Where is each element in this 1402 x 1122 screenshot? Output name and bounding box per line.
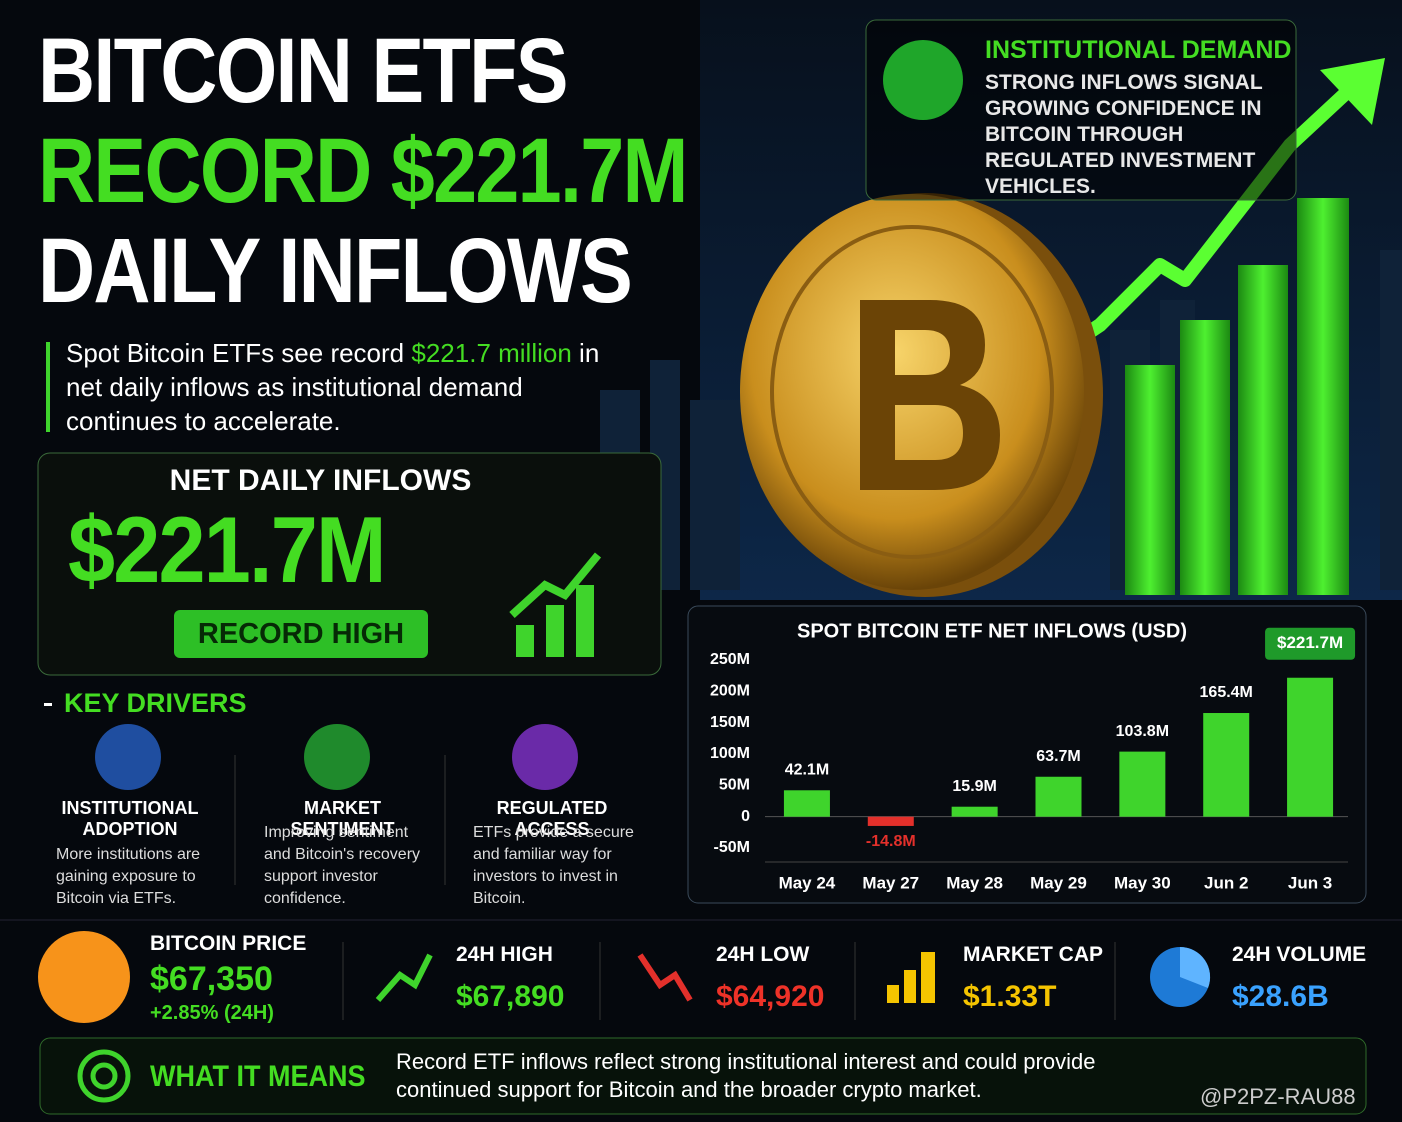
y-tick-label: 100M: [710, 745, 750, 762]
meaning-box: [39, 1037, 1367, 1115]
value-label: -14.8M: [866, 833, 916, 850]
low-icon: [637, 953, 693, 1002]
high-icon: [375, 953, 433, 1002]
y-tick-label: 50M: [719, 777, 750, 794]
bar: [1287, 677, 1334, 817]
value-label: 42.1M: [785, 762, 829, 779]
watermark: @P2PZ-RAU88: [1200, 1084, 1356, 1109]
drivers-dash: [44, 703, 52, 706]
stat-label: 24H LOW: [716, 943, 810, 966]
institutional-box: [865, 19, 1297, 201]
target-icon: [77, 1049, 131, 1103]
subtitle: Spot Bitcoin ETFs see record $221.7 mill…: [66, 336, 626, 438]
driver-title: MARKET SENTIMENT: [290, 798, 395, 839]
subtitle-rule: [46, 342, 50, 432]
btc-icon: [38, 931, 130, 1023]
target-icon: [90, 1062, 118, 1090]
coin-symbol: [860, 300, 1000, 490]
deco-bars: [1125, 198, 1349, 595]
bar: [783, 790, 830, 817]
record-badge-text: RECORD HIGH: [197, 618, 405, 650]
value-label: 165.4M: [1200, 684, 1253, 701]
stat-label: 24H HIGH: [456, 943, 553, 966]
y-tick-label: 200M: [710, 683, 750, 700]
y-tick-label: -50M: [714, 839, 750, 856]
chart-title: SPOT BITCOIN ETF NET INFLOWS (USD): [797, 620, 1187, 642]
value-label: 63.7M: [1036, 748, 1080, 765]
deco-arrow: [1066, 74, 1365, 351]
x-tick-label: May 30: [1114, 873, 1171, 892]
value-badge: [1265, 627, 1356, 660]
driver-text: ETFs provide a secure and familiar way f…: [473, 824, 634, 907]
coin-ring: [770, 225, 1054, 559]
bar: [1035, 776, 1082, 817]
y-tick-label: 150M: [710, 714, 750, 731]
stat-value: $64,920: [716, 980, 825, 1013]
stat-change: +2.85% (24H): [150, 1002, 274, 1024]
stat-label: BITCOIN PRICE: [150, 932, 307, 955]
x-tick-label: Jun 2: [1204, 873, 1248, 892]
bar: [1203, 713, 1250, 817]
x-tick-label: May 29: [1030, 873, 1087, 892]
drivers-title: KEY DRIVERS: [64, 688, 247, 718]
institutional-text: STRONG INFLOWS SIGNAL GROWING CONFIDENCE…: [985, 71, 1263, 198]
bar: [951, 806, 998, 817]
headline: RECORD $221.7M: [38, 120, 688, 222]
x-tick-label: May 24: [779, 873, 836, 892]
bar: [1119, 751, 1166, 817]
x-tick-label: May 27: [862, 873, 919, 892]
stat-label: MARKET CAP: [963, 943, 1103, 966]
y-tick-label: 0: [741, 808, 750, 825]
driver-icon: [95, 724, 161, 790]
institutional-title: INSTITUTIONAL DEMAND: [985, 36, 1292, 64]
stat-value: $67,350: [150, 960, 273, 998]
inflow-icon: [516, 585, 594, 657]
stat-value: $67,890: [456, 980, 565, 1013]
x-tick-label: Jun 3: [1288, 873, 1332, 892]
meaning-title: WHAT IT MEANS: [150, 1060, 366, 1093]
meaning-text: Record ETF inflows reflect strong instit…: [396, 1049, 1096, 1102]
cap-icon: [887, 952, 935, 1003]
subtitle-text: in net daily inflows as institutional de…: [66, 338, 600, 436]
driver-text: Improving sentiment and Bitcoin's recove…: [264, 824, 421, 907]
inflow-arrow: [509, 552, 602, 618]
inflow-value: $221.7M: [68, 497, 386, 602]
driver-title: INSTITUTIONAL ADOPTION: [61, 798, 199, 839]
stat-value: $1.33T: [963, 980, 1057, 1013]
chart-panel: [687, 605, 1367, 904]
headline: DAILY INFLOWS: [38, 220, 633, 322]
driver-icon: [512, 724, 578, 790]
driver-text: More institutions are gaining exposure t…: [56, 846, 201, 907]
driver-icon: [304, 724, 370, 790]
x-tick-label: May 28: [946, 873, 1003, 892]
bar: [867, 816, 914, 826]
stat-value: $28.6B: [1232, 980, 1329, 1013]
driver-title: REGULATED ACCESS: [496, 798, 608, 839]
deco-arrow-head: [1320, 58, 1385, 125]
institutional-icon: [883, 40, 963, 120]
y-tick-label: 250M: [710, 651, 750, 668]
subtitle-text: Spot Bitcoin ETFs see record: [66, 338, 412, 368]
inflow-title: NET DAILY INFLOWS: [169, 464, 472, 497]
subtitle-highlight: $221.7 million: [411, 338, 572, 368]
volume-icon-slice: [1180, 946, 1211, 988]
stat-label: 24H VOLUME: [1232, 943, 1367, 966]
value-label: $221.7M: [1277, 633, 1343, 652]
record-badge: [174, 610, 428, 658]
headline: BITCOIN ETFS: [38, 20, 569, 122]
value-label: 103.8M: [1116, 723, 1169, 740]
value-label: 15.9M: [952, 778, 996, 795]
